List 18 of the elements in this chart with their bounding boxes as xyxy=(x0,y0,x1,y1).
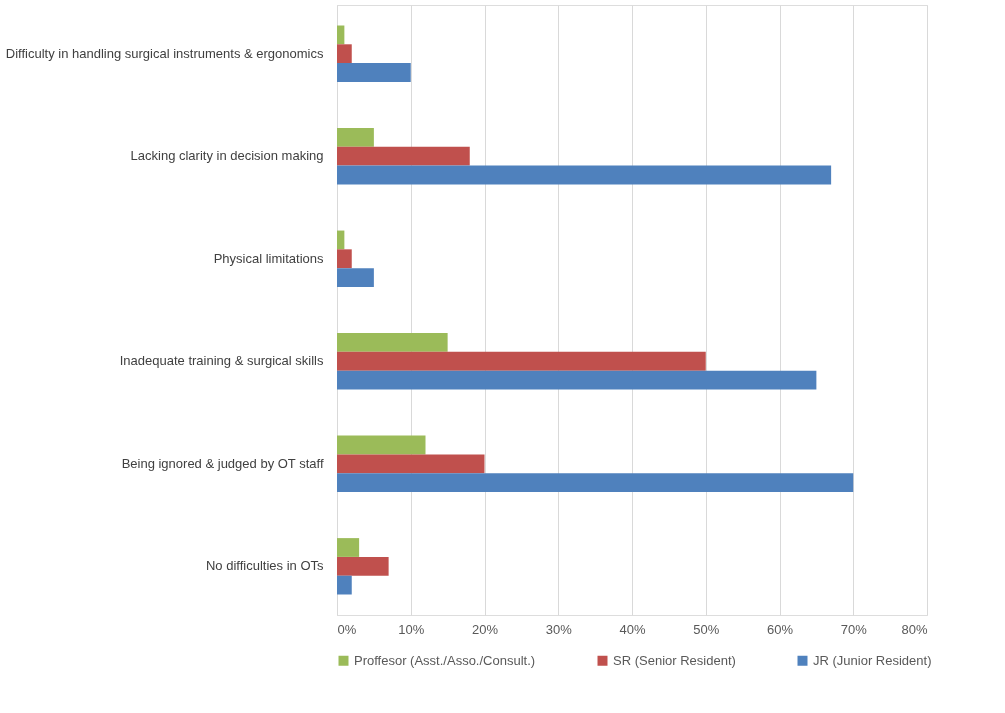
x-tick-label: 70% xyxy=(840,621,868,637)
legend-label: Proffesor (Asst./Asso./Consult.) xyxy=(354,652,536,668)
x-tick-label: 10% xyxy=(398,621,425,637)
x-tick-label: 50% xyxy=(693,621,720,637)
y-tick-label: Difficulty in handling surgical instruments & ergonomics xyxy=(5,45,324,61)
x-tick-label: 30% xyxy=(545,621,573,637)
legend-label: JR (Junior Resident) xyxy=(813,652,932,668)
y-tick-label: No difficulties in OTs xyxy=(205,558,324,574)
x-tick-label: 20% xyxy=(471,621,499,637)
x-tick-label: 0% xyxy=(337,621,357,637)
y-tick-label: Physical limitations xyxy=(213,250,324,266)
y-tick-label: Inadequate training & surgical skills xyxy=(119,353,324,369)
legend-label: SR (Senior Resident) xyxy=(613,652,736,668)
x-tick-label: 60% xyxy=(766,621,794,637)
y-tick-label: Being ignored & judged by OT staff xyxy=(121,455,324,471)
y-tick-label: Lacking clarity in decision making xyxy=(130,148,324,164)
x-tick-label: 80% xyxy=(901,621,928,637)
x-tick-label: 40% xyxy=(619,621,646,637)
